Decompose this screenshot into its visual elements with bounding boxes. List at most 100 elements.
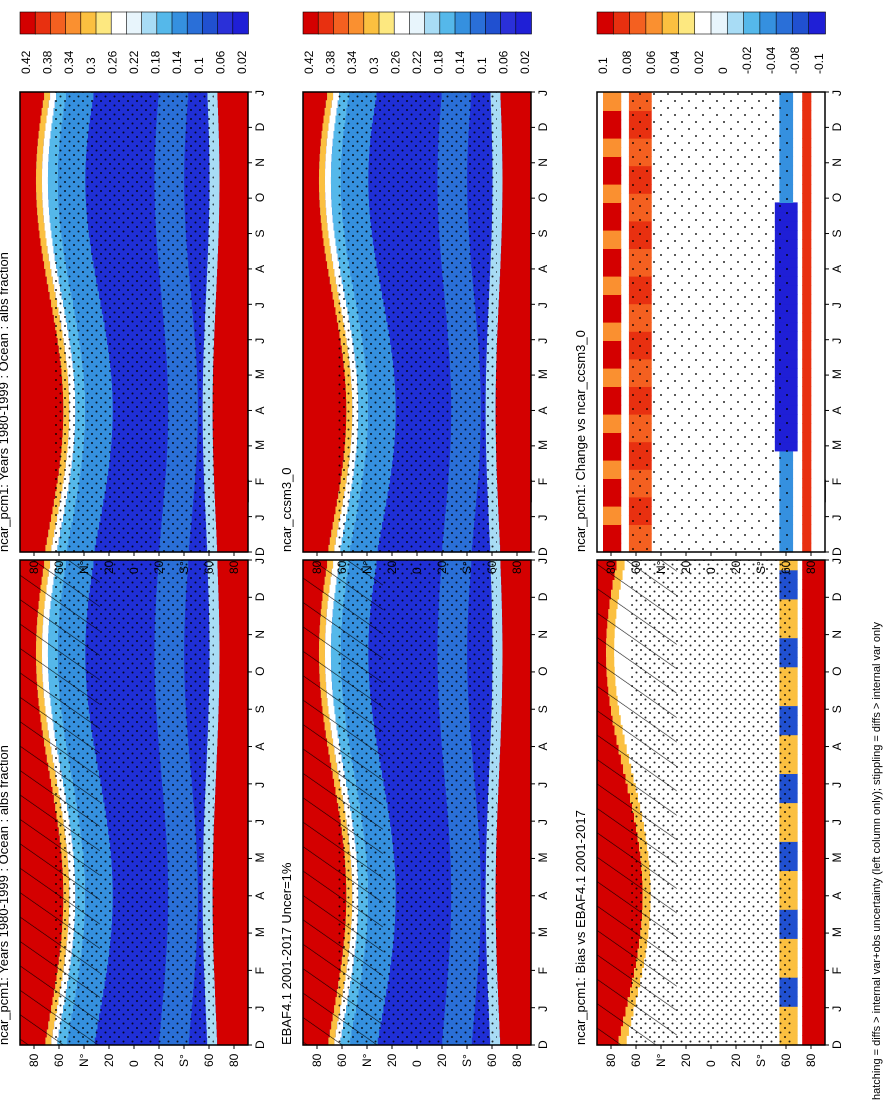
heatmap-cell: [501, 237, 531, 246]
heatmap-cell: [48, 253, 55, 262]
heatmap-cell: [333, 92, 340, 101]
heatmap-cell: [303, 490, 339, 499]
heatmap-cell: [20, 138, 38, 147]
heatmap-cell: [214, 329, 248, 338]
colorbar-swatch: [186, 11, 204, 35]
heatmap-cell: [498, 513, 531, 522]
heatmap-cell: [496, 851, 531, 860]
heatmap-cell: [330, 107, 337, 116]
heatmap-cell: [213, 345, 248, 354]
month-tick-label: J: [253, 90, 267, 96]
heatmap-cell: [498, 1004, 531, 1014]
heatmap-cell: [495, 437, 531, 446]
heatmap-cell: [303, 283, 332, 292]
heatmap-cell: [491, 697, 502, 707]
heatmap-cell: [303, 191, 320, 200]
heatmap-cell: [802, 579, 825, 590]
heatmap-cell: [802, 533, 812, 544]
heatmap-cell: [20, 475, 58, 484]
heatmap-cell: [20, 360, 61, 369]
heatmap-cell: [303, 406, 347, 415]
month-tick-label: D: [830, 547, 844, 556]
heatmap-cell: [334, 513, 341, 522]
heatmap-cell: [802, 647, 825, 658]
heatmap-cell: [20, 184, 37, 193]
heatmap-cell: [303, 99, 326, 108]
heatmap-cell: [20, 245, 42, 254]
heatmap-cell: [492, 657, 503, 666]
heatmap-cell: [802, 174, 812, 185]
month-tick-label: J: [536, 1006, 550, 1012]
heatmap-cell: [20, 130, 39, 139]
lat-tick-label: 20: [435, 560, 449, 574]
lat-tick-label: 60: [779, 1053, 793, 1067]
heatmap-cell: [43, 214, 50, 223]
heatmap-cell: [321, 222, 328, 231]
heatmap-cell: [303, 536, 330, 545]
heatmap-cell: [217, 560, 248, 569]
lat-tick-label: 20: [679, 560, 693, 574]
lat-tick-label: 80: [27, 560, 41, 574]
heatmap-cell: [217, 544, 248, 553]
colorbar-swatch: [65, 11, 82, 35]
heatmap-cell: [303, 138, 321, 147]
lat-tick-label: 60: [335, 1053, 349, 1067]
heatmap-cell: [37, 138, 44, 147]
lat-tick-label: 80: [27, 1053, 41, 1067]
heatmap-cell: [20, 314, 54, 323]
heatmap-cell: [218, 576, 248, 585]
heatmap-cell: [219, 184, 248, 193]
heatmap-cell: [802, 598, 825, 610]
heatmap-cell: [209, 138, 220, 147]
heatmap-cell: [329, 276, 336, 285]
month-tick-label: O: [536, 193, 550, 202]
heatmap-cell: [496, 939, 531, 949]
heatmap-cell: [802, 618, 825, 629]
heatmap-cell: [219, 673, 248, 682]
heatmap-cell: [499, 1012, 531, 1022]
heatmap-cell: [212, 406, 248, 415]
month-tick-label: J: [253, 558, 267, 564]
heatmap-cell: [500, 1036, 531, 1046]
heatmap-cell: [48, 168, 59, 177]
lat-tick-label: 80: [510, 560, 524, 574]
colorbar-swatch: [302, 11, 319, 35]
lat-tick-label: S°: [754, 561, 768, 574]
heatmap-cell: [492, 207, 503, 216]
heatmap-cell: [212, 429, 248, 438]
heatmap-cell: [603, 312, 622, 323]
heatmap-cell: [603, 156, 622, 167]
heatmap-cell: [218, 592, 248, 602]
colorbar-swatch: [202, 11, 219, 35]
heatmap-cell: [215, 988, 248, 998]
heatmap-cell: [48, 153, 59, 162]
heatmap-cell: [303, 145, 321, 154]
heatmap-cell: [501, 705, 531, 715]
month-tick-label: M: [830, 927, 844, 937]
heatmap-cell: [802, 542, 812, 553]
heatmap-cell: [212, 437, 248, 446]
heatmap-cell: [216, 762, 248, 771]
heatmap-cell: [502, 161, 531, 170]
heatmap-cell: [802, 358, 812, 369]
month-tick-label: J: [253, 782, 267, 788]
heatmap-cell: [501, 713, 531, 723]
heatmap-cell: [37, 145, 44, 154]
month-tick-label: A: [536, 406, 550, 414]
colorbar-label: 0.14: [170, 50, 184, 74]
heatmap-cell: [499, 1028, 531, 1038]
panel-title: ncar_pcm1: Years 1980-1999 : Ocean : alb…: [0, 252, 11, 552]
heatmap-cell: [303, 92, 328, 101]
colorbar-label: 0.14: [453, 50, 467, 74]
heatmap-cell: [802, 1006, 825, 1017]
heatmap-cell: [802, 147, 812, 157]
heatmap-cell: [495, 383, 531, 392]
heatmap-cell: [217, 568, 248, 577]
lat-tick-label: N°: [654, 560, 668, 574]
heatmap-cell: [218, 697, 248, 707]
heatmap-cell: [212, 375, 248, 384]
heatmap-cell: [802, 92, 812, 102]
heatmap-cell: [214, 483, 248, 492]
lat-tick-label: N°: [77, 1053, 91, 1067]
heatmap-cell: [492, 681, 503, 690]
